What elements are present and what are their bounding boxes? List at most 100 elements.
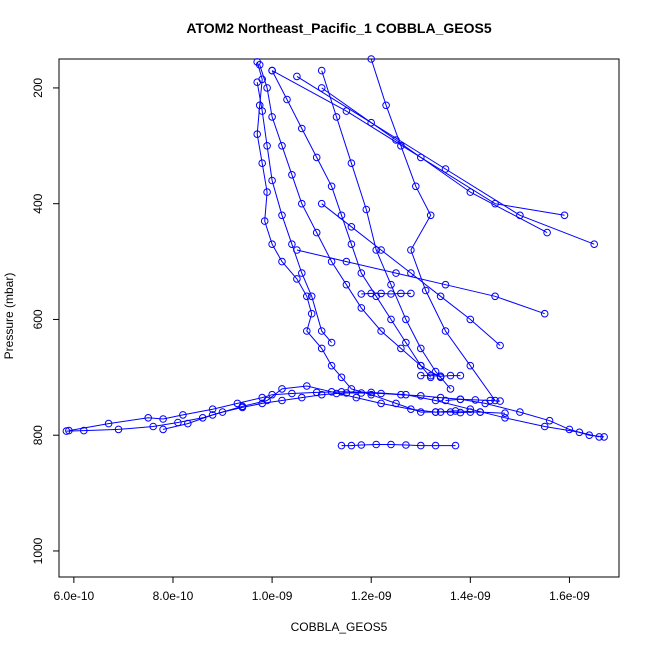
data-point	[392, 399, 400, 408]
x-tick-label: 1.0e-09	[252, 589, 293, 603]
data-point	[397, 289, 405, 298]
data-point	[372, 440, 381, 449]
series-7	[367, 55, 499, 405]
data-point	[402, 441, 410, 449]
series-line	[296, 75, 595, 245]
data-point	[104, 419, 113, 428]
data-point	[278, 257, 286, 266]
data-point	[288, 389, 296, 398]
data-point	[327, 361, 336, 370]
data-point	[367, 289, 376, 298]
data-point	[278, 396, 286, 405]
series-line	[420, 375, 461, 377]
data-point	[149, 422, 157, 431]
data-point	[402, 390, 410, 399]
data-point	[317, 66, 326, 75]
y-tick-label: 800	[31, 425, 45, 445]
data-point	[387, 440, 395, 449]
data-point	[317, 84, 326, 92]
data-point	[253, 78, 262, 86]
series-12	[317, 199, 504, 350]
data-point	[417, 344, 425, 353]
data-point	[407, 289, 415, 298]
data-point	[412, 182, 420, 191]
data-point	[431, 441, 440, 450]
data-point	[456, 408, 465, 417]
data-point	[283, 95, 291, 104]
series-line	[370, 58, 496, 401]
data-point	[255, 61, 264, 69]
data-point	[441, 165, 450, 173]
data-point	[417, 361, 425, 370]
data-point	[307, 292, 316, 301]
series-line	[271, 70, 432, 378]
data-point	[357, 441, 366, 449]
data-point	[417, 371, 425, 380]
data-point	[387, 315, 395, 324]
data-point	[431, 367, 440, 376]
data-point	[426, 211, 435, 220]
data-point	[303, 292, 311, 301]
x-axis-label: COBBLA_GEOS5	[291, 620, 388, 634]
series-18	[357, 289, 415, 298]
x-tick-label: 1.4e-09	[450, 589, 491, 603]
data-point	[258, 107, 267, 115]
data-point	[312, 388, 321, 397]
data-point	[278, 211, 286, 220]
data-point	[382, 101, 390, 110]
data-point	[278, 142, 286, 150]
data-point	[268, 66, 276, 75]
data-point	[407, 405, 415, 414]
data-point	[367, 388, 376, 397]
data-point	[595, 433, 604, 441]
data-point	[377, 246, 385, 254]
data-point	[377, 399, 385, 408]
data-point	[377, 289, 385, 298]
data-point	[198, 414, 207, 422]
data-point	[466, 361, 475, 370]
y-tick-label: 600	[31, 309, 45, 329]
data-point	[431, 396, 440, 405]
data-point	[377, 327, 385, 335]
data-point	[317, 344, 326, 353]
data-point	[327, 338, 336, 347]
y-axis: 200 400 600 800 1000	[31, 78, 59, 564]
data-point	[303, 327, 311, 335]
data-point	[288, 171, 296, 179]
series-line	[162, 385, 506, 430]
data-point	[347, 159, 356, 167]
data-point	[431, 408, 440, 416]
data-point	[417, 392, 425, 400]
data-point	[317, 199, 326, 208]
data-point	[446, 408, 455, 416]
data-point	[466, 188, 475, 196]
data-point	[436, 372, 445, 381]
data-point	[407, 269, 415, 277]
data-point	[179, 411, 187, 419]
series-6	[317, 66, 455, 393]
series-line	[321, 87, 548, 234]
data-point	[501, 414, 509, 422]
data-point	[342, 280, 351, 289]
data-point	[347, 441, 356, 450]
y-tick-label: 400	[31, 193, 45, 213]
data-point	[337, 373, 346, 382]
data-point	[496, 397, 504, 405]
data-point	[298, 199, 306, 208]
chart-title: ATOM2 Northeast_Pacific_1 COBBLA_GEOS5	[186, 20, 491, 36]
series-10	[317, 84, 551, 237]
data-point	[446, 385, 455, 393]
data-point	[144, 414, 152, 422]
data-point	[543, 228, 551, 237]
data-point	[327, 182, 336, 191]
y-tick-label: 200	[31, 78, 45, 98]
data-point	[327, 388, 336, 396]
series-line	[66, 392, 605, 438]
series-11	[293, 246, 549, 318]
data-point	[590, 240, 599, 248]
data-point	[268, 113, 276, 121]
data-point	[397, 344, 405, 353]
data-point	[367, 390, 376, 399]
data-point	[208, 405, 217, 414]
data-point	[367, 55, 376, 63]
